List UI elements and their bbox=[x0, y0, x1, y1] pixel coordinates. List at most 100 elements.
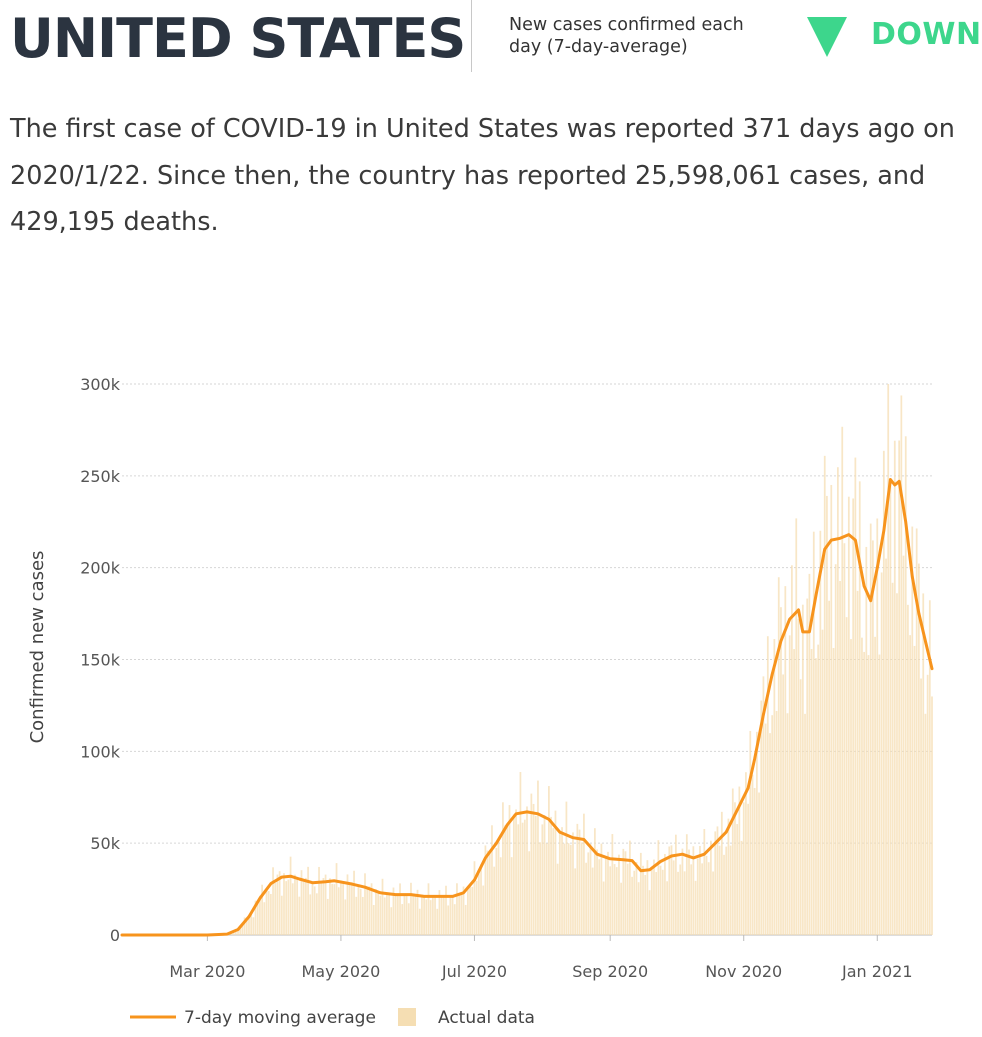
x-tick-label: Nov 2020 bbox=[705, 962, 782, 981]
actual-data-bar bbox=[353, 870, 355, 935]
actual-data-bar bbox=[793, 649, 795, 935]
actual-data-bar bbox=[740, 840, 743, 935]
actual-data-bar bbox=[915, 528, 918, 935]
actual-data-bar bbox=[718, 845, 721, 935]
actual-data-bar bbox=[576, 823, 579, 935]
actual-data-bar bbox=[911, 526, 914, 935]
actual-data-bar bbox=[885, 558, 887, 935]
actual-data-bar bbox=[839, 580, 841, 935]
actual-data-bar bbox=[381, 878, 384, 935]
actual-data-bar bbox=[480, 864, 482, 935]
actual-data-bar bbox=[847, 496, 850, 935]
actual-data-bar bbox=[346, 874, 349, 935]
actual-data-bar bbox=[458, 893, 461, 935]
actual-data-bar bbox=[751, 774, 754, 935]
actual-data-bar bbox=[506, 826, 509, 935]
actual-data-bar bbox=[442, 896, 445, 935]
actual-data-bar bbox=[598, 859, 601, 935]
actual-data-bar bbox=[331, 883, 334, 935]
actual-data-bar bbox=[611, 834, 614, 935]
actual-data-bar bbox=[788, 635, 791, 935]
x-tick-labels: Mar 2020 May 2020 Jul 2020 Sep 2020 Nov 2020… bbox=[169, 962, 912, 981]
actual-data-bar bbox=[412, 894, 415, 935]
actual-data-bar bbox=[276, 874, 279, 935]
actual-data-bar bbox=[289, 856, 292, 935]
actual-data-bar bbox=[324, 874, 327, 935]
actual-data-bar bbox=[364, 873, 366, 935]
actual-data-bar bbox=[670, 845, 673, 935]
actual-data-bar bbox=[456, 883, 458, 935]
actual-data-bar bbox=[907, 604, 909, 935]
actual-data-bar bbox=[922, 593, 925, 935]
actual-data-bar bbox=[707, 862, 710, 935]
actual-data-bar bbox=[917, 563, 920, 935]
actual-data-bar bbox=[607, 851, 609, 935]
actual-data-bar bbox=[502, 802, 504, 935]
actual-data-bar bbox=[572, 832, 574, 935]
actual-data-bar bbox=[265, 887, 268, 935]
actual-data-bar bbox=[508, 805, 511, 935]
actual-data-bar bbox=[418, 908, 421, 935]
actual-data-bar bbox=[291, 883, 294, 935]
actual-data-bar bbox=[856, 590, 859, 935]
actual-data-bar bbox=[313, 886, 316, 935]
actual-data-bar bbox=[307, 866, 309, 935]
actual-data-bar bbox=[495, 848, 498, 935]
actual-data-bar bbox=[523, 819, 526, 935]
actual-data-bar bbox=[865, 546, 868, 935]
actual-data-bar bbox=[504, 825, 506, 935]
actual-data-bar bbox=[664, 853, 666, 935]
actual-data-bar bbox=[386, 893, 388, 935]
actual-data-bar bbox=[425, 899, 428, 935]
actual-data-bar bbox=[734, 802, 736, 935]
y-tick-label: 100k bbox=[80, 742, 121, 761]
actual-data-bar bbox=[394, 894, 397, 935]
actual-data-bar bbox=[819, 530, 822, 935]
actual-data-bar bbox=[302, 881, 305, 935]
actual-data-bar bbox=[355, 896, 358, 935]
actual-data-bar bbox=[688, 849, 690, 935]
actual-data-bar bbox=[644, 875, 647, 935]
actual-data-bar bbox=[333, 884, 336, 935]
actual-data-bar bbox=[731, 788, 734, 935]
actual-data-bar bbox=[390, 907, 393, 935]
actual-data-bar bbox=[823, 455, 826, 935]
actual-data-bar bbox=[318, 866, 320, 935]
actual-data-bar bbox=[795, 518, 798, 935]
actual-data-bar bbox=[429, 900, 432, 935]
actual-data-bar bbox=[701, 863, 704, 935]
actual-data-bar bbox=[248, 915, 250, 935]
actual-data-bar bbox=[629, 840, 631, 935]
actual-data-bar bbox=[637, 882, 640, 935]
actual-data-bar bbox=[615, 867, 618, 935]
actual-data-bar bbox=[622, 848, 625, 935]
actual-data-bar bbox=[874, 636, 876, 935]
actual-data-bar bbox=[712, 871, 714, 935]
actual-data-bar bbox=[845, 617, 848, 935]
actual-data-bar bbox=[453, 904, 456, 935]
actual-data-bar bbox=[745, 772, 747, 935]
actual-data-bar bbox=[245, 920, 248, 935]
actual-data-bar bbox=[650, 869, 653, 935]
actual-data-bar bbox=[447, 905, 450, 935]
actual-data-bar bbox=[578, 829, 581, 935]
actual-data-bar bbox=[657, 840, 660, 935]
actual-data-bar bbox=[604, 857, 607, 935]
actual-data-bar bbox=[283, 873, 285, 935]
actual-data-bar bbox=[379, 895, 382, 935]
actual-data-bar bbox=[403, 895, 406, 935]
y-tick-label: 250k bbox=[80, 467, 121, 486]
actual-data-bar bbox=[383, 897, 386, 935]
actual-data-bar bbox=[758, 792, 760, 935]
actual-data-bar bbox=[775, 710, 778, 935]
actual-data-bar bbox=[517, 824, 520, 935]
actual-data-bar bbox=[423, 896, 425, 935]
actual-data-bar bbox=[878, 654, 881, 935]
actual-data-bar bbox=[528, 851, 531, 935]
actual-data-bar bbox=[405, 896, 408, 935]
actual-data-bar bbox=[342, 882, 344, 935]
actual-data-bar bbox=[462, 886, 465, 935]
y-tick-labels: 0 50k 100k 150k 200k 250k 300k bbox=[80, 375, 121, 945]
actual-data-bar bbox=[817, 644, 820, 935]
actual-data-bar bbox=[427, 883, 430, 935]
